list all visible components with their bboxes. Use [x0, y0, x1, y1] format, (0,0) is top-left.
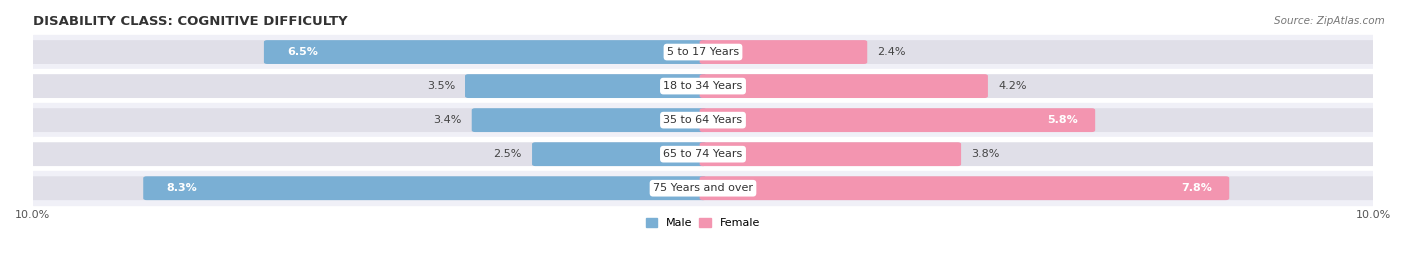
- FancyBboxPatch shape: [700, 74, 988, 98]
- Bar: [32, 137, 1374, 171]
- FancyBboxPatch shape: [30, 108, 706, 132]
- Text: 7.8%: 7.8%: [1181, 183, 1212, 193]
- Text: 3.5%: 3.5%: [426, 81, 456, 91]
- FancyBboxPatch shape: [700, 176, 1376, 200]
- FancyBboxPatch shape: [700, 108, 1095, 132]
- FancyBboxPatch shape: [700, 74, 1376, 98]
- Text: 5.8%: 5.8%: [1047, 115, 1078, 125]
- Text: DISABILITY CLASS: COGNITIVE DIFFICULTY: DISABILITY CLASS: COGNITIVE DIFFICULTY: [32, 15, 347, 28]
- FancyBboxPatch shape: [700, 40, 1376, 64]
- Bar: [32, 69, 1374, 103]
- FancyBboxPatch shape: [700, 108, 1376, 132]
- Text: 5 to 17 Years: 5 to 17 Years: [666, 47, 740, 57]
- FancyBboxPatch shape: [700, 142, 1376, 166]
- Text: 6.5%: 6.5%: [287, 47, 318, 57]
- FancyBboxPatch shape: [30, 40, 706, 64]
- Text: 3.8%: 3.8%: [972, 149, 1000, 159]
- Text: 75 Years and over: 75 Years and over: [652, 183, 754, 193]
- Bar: [32, 103, 1374, 137]
- FancyBboxPatch shape: [700, 142, 962, 166]
- FancyBboxPatch shape: [143, 176, 706, 200]
- FancyBboxPatch shape: [700, 40, 868, 64]
- FancyBboxPatch shape: [465, 74, 706, 98]
- FancyBboxPatch shape: [30, 142, 706, 166]
- FancyBboxPatch shape: [30, 176, 706, 200]
- Text: 4.2%: 4.2%: [998, 81, 1026, 91]
- FancyBboxPatch shape: [700, 176, 1229, 200]
- FancyBboxPatch shape: [264, 40, 706, 64]
- Text: 65 to 74 Years: 65 to 74 Years: [664, 149, 742, 159]
- FancyBboxPatch shape: [531, 142, 706, 166]
- Text: 18 to 34 Years: 18 to 34 Years: [664, 81, 742, 91]
- Bar: [32, 35, 1374, 69]
- FancyBboxPatch shape: [472, 108, 706, 132]
- FancyBboxPatch shape: [30, 74, 706, 98]
- Legend: Male, Female: Male, Female: [641, 213, 765, 233]
- Bar: [32, 171, 1374, 205]
- Text: 35 to 64 Years: 35 to 64 Years: [664, 115, 742, 125]
- Text: 3.4%: 3.4%: [433, 115, 461, 125]
- Text: 2.5%: 2.5%: [494, 149, 522, 159]
- Text: Source: ZipAtlas.com: Source: ZipAtlas.com: [1274, 16, 1385, 26]
- Text: 8.3%: 8.3%: [167, 183, 197, 193]
- Text: 2.4%: 2.4%: [877, 47, 905, 57]
